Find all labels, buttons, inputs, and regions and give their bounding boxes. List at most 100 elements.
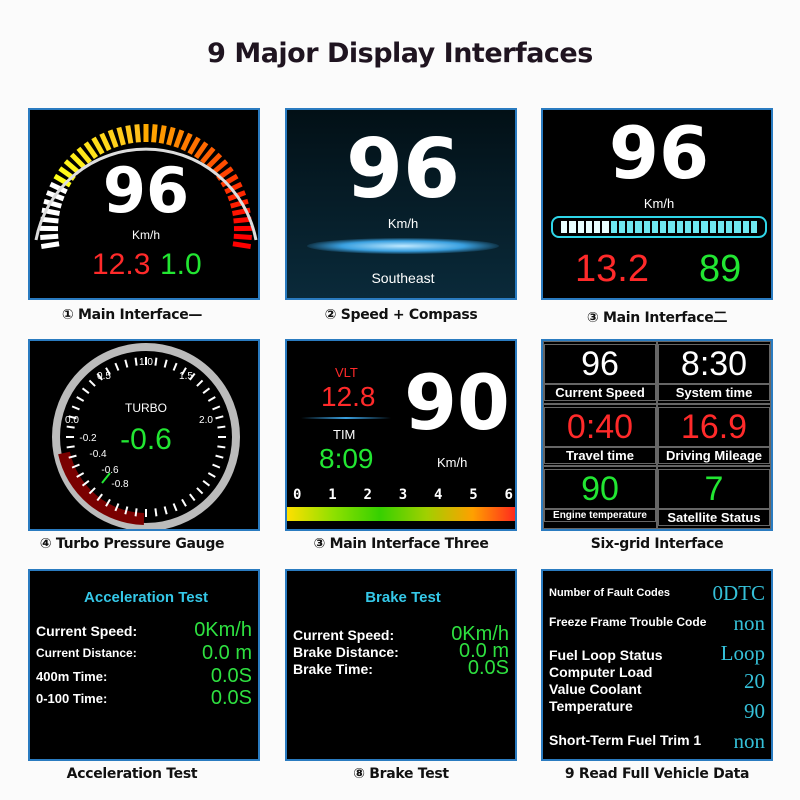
grid-cell: 96 Current Speed	[543, 341, 657, 404]
rpm-scale-label: 4	[434, 487, 443, 503]
bar-segment	[635, 221, 642, 233]
speed-unit: Km/h	[643, 196, 675, 211]
arc-tick	[49, 181, 68, 195]
gauge-tick	[124, 359, 129, 368]
row-label: Freeze Frame Trouble Code	[549, 615, 707, 629]
rpm-scale-label: 2	[363, 487, 372, 503]
speed-value: 96	[102, 154, 190, 227]
arc-tick	[180, 132, 193, 152]
tim-value: 8:09	[319, 443, 374, 474]
caption-brake-test: ⑧ Brake Test	[353, 766, 449, 782]
gauge-tick	[217, 425, 226, 429]
divider	[301, 417, 391, 419]
gauge-tick	[181, 367, 187, 376]
gauge-tick	[114, 362, 120, 371]
arc-tick	[205, 152, 223, 170]
arc-tick	[53, 173, 72, 188]
gauge-tick	[202, 480, 211, 487]
speed-value: 96	[608, 111, 710, 195]
arc-tick	[134, 124, 141, 143]
row-label: Brake Time:	[293, 661, 373, 677]
left-readout: 12.3	[92, 248, 151, 281]
gauge-tick	[66, 425, 75, 429]
arc-tick	[43, 198, 62, 209]
rpm-scale-label: 6	[504, 487, 513, 503]
gauge-tick-label: 1.0	[139, 357, 153, 368]
rpm-scale-label: 5	[469, 487, 478, 503]
grid-cell-label: Travel time	[544, 446, 656, 464]
gauge-tick	[163, 506, 168, 515]
turbo-gauge-panel: -0.8 -0.6 -0.4 -0.2 0.0 0.5 1.0 1.5 2.0 TURBO -0…	[28, 339, 260, 531]
gauge-tick	[196, 379, 204, 387]
grid-cell-label: Engine temperature	[544, 509, 656, 523]
rpm-bar	[287, 507, 515, 521]
main-interface-two-panel: 96 Km/h 13.2 89	[541, 108, 773, 300]
tim-label: TIM	[333, 427, 356, 442]
row-value: 0.0 m	[201, 642, 252, 664]
bar-segment	[610, 221, 617, 233]
grid-cell: 90 Engine temperature	[543, 466, 657, 529]
grid-cell-value: 90	[544, 469, 656, 510]
caption-vehicle-data: 9 Read Full Vehicle Data	[564, 766, 750, 782]
gauge-tick	[196, 487, 204, 495]
compass-wave	[307, 238, 499, 254]
caption-acceleration-test: Acceleration Test	[66, 766, 198, 782]
row-value: 20	[744, 669, 765, 693]
left-readout: 13.2	[575, 248, 649, 290]
speed-value: 96	[345, 122, 461, 217]
gauge-tick	[71, 463, 80, 469]
arc-tick	[63, 159, 81, 175]
bar-segment	[651, 221, 658, 233]
bar-segment	[577, 221, 584, 233]
gauge-tick-label: 0.0	[65, 415, 79, 426]
grid-cell-label: Driving Mileage	[658, 446, 770, 464]
arc-tick	[211, 159, 229, 175]
rpm-scale-label: 1	[328, 487, 337, 503]
bar-segment	[594, 221, 601, 233]
bar-segment	[717, 221, 724, 233]
row-value: non	[733, 729, 766, 753]
caption-main-interface-three: ③ Main Interface Three	[313, 536, 489, 552]
gauge-rim	[52, 343, 240, 529]
row-label: Number of Fault Codes	[549, 587, 671, 599]
arc-tick	[220, 173, 239, 188]
row-value: 0.0S	[467, 657, 509, 679]
arc-tick	[158, 125, 167, 144]
row-label: Brake Distance:	[293, 644, 399, 660]
bar-segment	[643, 221, 650, 233]
compass-direction: Southeast	[371, 270, 435, 286]
arc-tick	[151, 124, 158, 143]
gauge-tick	[76, 396, 85, 402]
gauge-tick	[81, 387, 90, 394]
bar-segment	[660, 221, 667, 233]
grid-cell-value: 7	[658, 469, 770, 510]
arc-tick	[233, 233, 252, 240]
row-label: Fuel Loop Status	[549, 647, 663, 663]
gauge-tick	[215, 415, 224, 420]
arc-tick	[116, 126, 126, 146]
bar-segment	[561, 221, 568, 233]
main-interface-three-panel: VLT 12.8 TIM 8:09 90 Km/h 0 1 2 3 4 5 6	[285, 339, 517, 531]
row-value: Loop	[720, 641, 765, 665]
six-grid-panel: 96 Current Speed 8:30 System time 0:40 Travel…	[541, 339, 773, 531]
panel-heading: Acceleration Test	[84, 589, 208, 606]
gauge-tick	[181, 498, 187, 507]
row-label: Current Distance:	[36, 646, 137, 660]
arc-tick	[224, 181, 243, 195]
row-value: 0.0S	[210, 665, 252, 687]
gauge-tick	[212, 463, 221, 469]
row-label: Value Coolant	[549, 681, 642, 697]
gauge-tick	[71, 405, 80, 411]
gauge-tick	[189, 372, 196, 381]
turbo-label: TURBO	[125, 401, 167, 415]
main-interface-one-panel: 96 Km/h 12.3 1.0	[28, 108, 260, 300]
row-label: Temperature	[549, 698, 633, 714]
gauge-tick	[202, 387, 211, 394]
bar-segment	[627, 221, 634, 233]
speed-bar	[551, 216, 767, 238]
gauge-tick-label: -0.2	[79, 433, 97, 444]
turbo-gauge-dial: -0.8 -0.6 -0.4 -0.20.0 0.5 1.0 1.5 2.0	[52, 343, 240, 529]
grid-cell-value: 0:40	[544, 406, 656, 447]
row-label: Short-Term Fuel Trim 1	[549, 732, 702, 748]
gauge-tick	[68, 415, 77, 420]
